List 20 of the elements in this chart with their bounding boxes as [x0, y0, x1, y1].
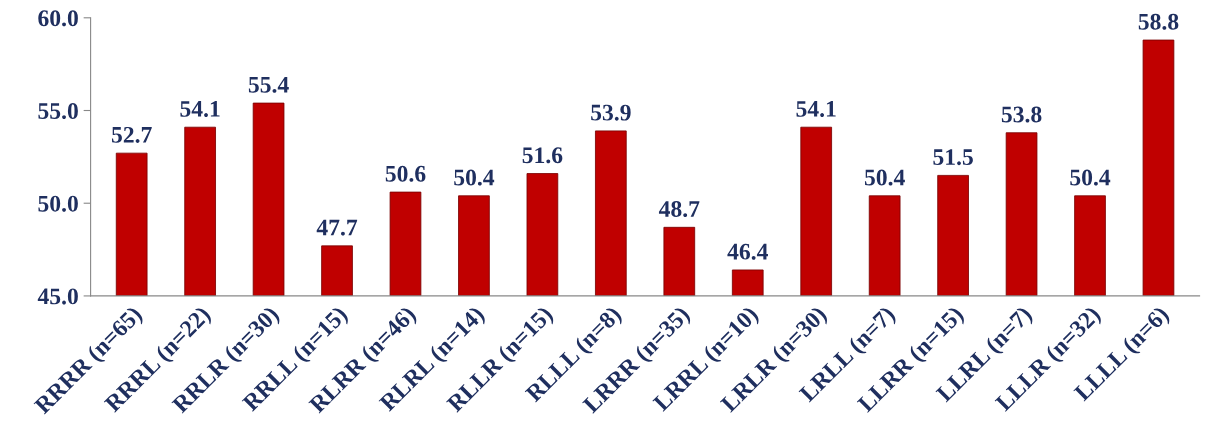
- y-tick-label: 50.0: [38, 195, 78, 212]
- data-label: 46.4: [727, 243, 768, 260]
- data-label: 50.6: [385, 165, 426, 182]
- data-label: 53.8: [1001, 106, 1042, 123]
- data-label: 54.1: [796, 101, 836, 117]
- data-label: 50.4: [864, 169, 905, 186]
- data-label: 52.7: [111, 126, 152, 143]
- y-tick-label: 45.0: [37, 288, 78, 305]
- y-tick-label: 60.0: [38, 10, 78, 27]
- data-label: 50.4: [1070, 169, 1111, 186]
- data-label: 54.1: [180, 101, 220, 117]
- data-label: 47.7: [316, 219, 358, 236]
- y-tick-label: 55.0: [38, 103, 78, 120]
- data-label: 51.5: [933, 149, 973, 166]
- data-label: 51.6: [522, 147, 563, 164]
- data-label: 50.4: [454, 169, 495, 186]
- data-label: 48.7: [658, 201, 700, 218]
- data-label: 55.4: [248, 76, 289, 93]
- data-label: 58.8: [1138, 13, 1179, 30]
- data-label: 53.9: [591, 104, 631, 121]
